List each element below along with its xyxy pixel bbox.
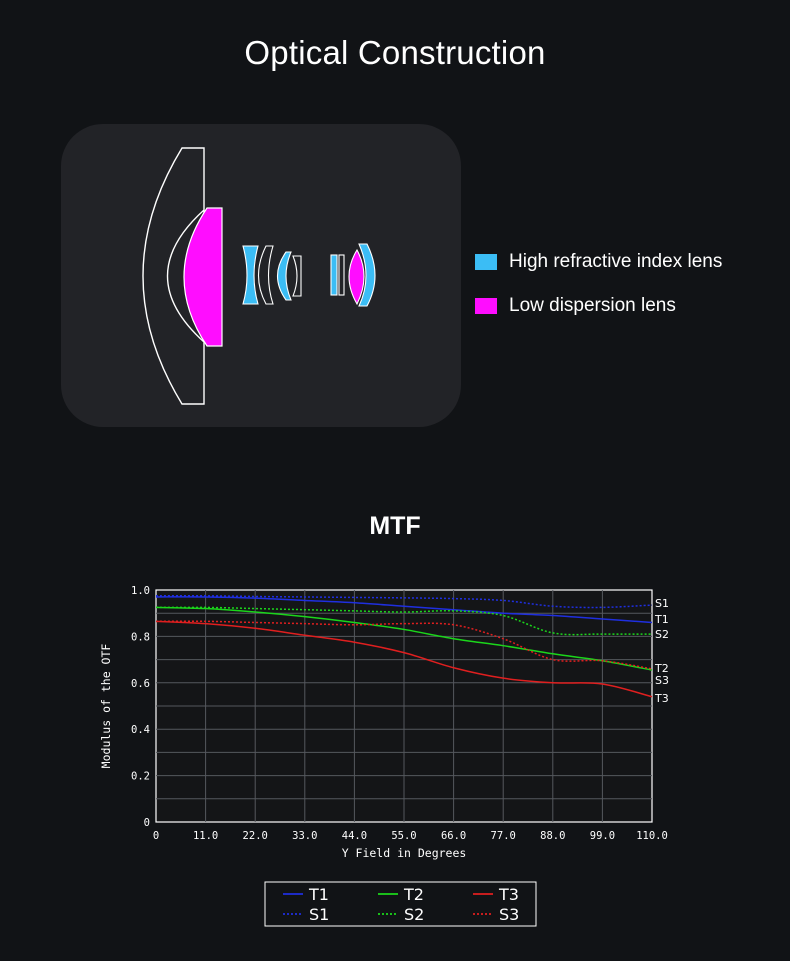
high-index-lens-3: [330, 254, 338, 296]
legend-low-dispersion: Low dispersion lens: [475, 295, 676, 317]
low-dispersion-lens-1: [183, 207, 223, 347]
end-label-s3: S3: [655, 674, 669, 687]
outline-lens-2: [257, 245, 274, 305]
x-tick-label: 88.0: [540, 830, 565, 842]
legend-label-s2: S2: [404, 905, 424, 924]
x-tick-label: 66.0: [441, 830, 466, 842]
legend-high-index: High refractive index lens: [475, 251, 722, 273]
low-dispersion-swatch: [475, 298, 497, 314]
x-tick-label: 55.0: [391, 830, 416, 842]
high-index-lens-4: [358, 243, 376, 307]
lens-diagram-panel: [61, 124, 461, 427]
series-line-s2: [155, 606, 653, 636]
y-tick-label: 0.2: [131, 771, 150, 783]
legend-label-s1: S1: [309, 905, 329, 924]
y-axis-label: Modulus of the OTF: [99, 644, 113, 769]
x-tick-label: 33.0: [292, 830, 317, 842]
series-line-t3: [155, 620, 653, 698]
legend-label-s3: S3: [499, 905, 519, 924]
end-label-s2: S2: [655, 628, 669, 641]
legend-label-t2: T2: [403, 885, 424, 904]
y-tick-label: 0.4: [131, 724, 150, 736]
x-tick-label: 22.0: [243, 830, 268, 842]
x-tick-label: 77.0: [491, 830, 516, 842]
x-tick-label: 44.0: [342, 830, 367, 842]
legend-label-t3: T3: [498, 885, 519, 904]
end-label-t3: T3: [654, 692, 669, 705]
x-tick-label: 11.0: [193, 830, 218, 842]
y-tick-label: 1.0: [131, 585, 150, 597]
lens-diagram: [142, 147, 376, 405]
legend-low-dispersion-label: Low dispersion lens: [509, 295, 676, 316]
end-label-t1: T1: [654, 613, 669, 626]
x-tick-label: 110.0: [636, 830, 668, 842]
series-line-t1: [155, 596, 653, 624]
page-title: Optical Construction: [244, 34, 546, 71]
series-line-s1: [155, 594, 653, 609]
legend-high-index-label: High refractive index lens: [509, 251, 723, 272]
y-tick-label: 0: [144, 817, 150, 829]
y-tick-label: 0.6: [131, 678, 150, 690]
x-tick-label: 99.0: [590, 830, 615, 842]
outline-lens-4: [338, 254, 345, 296]
front-meniscus-lens: [142, 147, 205, 405]
series-line-s3: [155, 620, 653, 670]
series-line-t2: [155, 606, 653, 671]
end-label-t2: T2: [654, 662, 669, 675]
legend-label-t1: T1: [308, 885, 329, 904]
x-tick-label: 0: [153, 830, 159, 842]
x-axis-label: Y Field in Degrees: [342, 846, 467, 860]
chart-legend: [264, 881, 537, 927]
high-index-lens-2: [276, 251, 292, 301]
low-dispersion-lens-2: [348, 248, 365, 306]
y-tick-label: 0.8: [131, 631, 150, 643]
high-index-swatch: [475, 254, 497, 270]
high-index-lens-1: [242, 245, 259, 305]
mtf-title: MTF: [369, 512, 421, 540]
end-label-s1: S1: [655, 597, 669, 610]
outline-lens-3: [292, 255, 302, 297]
